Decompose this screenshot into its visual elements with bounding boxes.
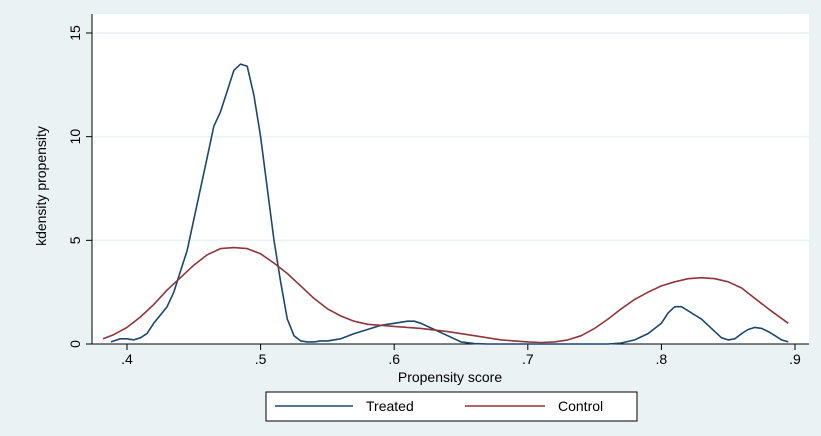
- x-tick-label: .8: [656, 351, 668, 367]
- y-tick-label: 15: [67, 25, 83, 41]
- y-axis-ticks: 0 5 10 15: [67, 25, 92, 348]
- legend-label-treated: Treated: [366, 398, 414, 414]
- series-line-control: [102, 246, 789, 344]
- series-lines: [102, 63, 789, 345]
- x-tick-label: .9: [789, 351, 801, 367]
- x-tick-label: .5: [255, 351, 267, 367]
- y-tick-label: 10: [67, 129, 83, 145]
- x-tick-label: .7: [522, 351, 534, 367]
- x-tick-label: .6: [388, 351, 400, 367]
- y-tick-label: 5: [67, 236, 83, 244]
- x-axis-title: Propensity score: [398, 369, 502, 385]
- legend: Treated Control: [265, 391, 638, 422]
- y-axis-title: kdensity propensity: [33, 126, 49, 246]
- plot-area: [92, 14, 809, 344]
- legend-label-control: Control: [558, 398, 603, 414]
- y-tick-label: 0: [67, 340, 83, 348]
- x-tick-label: .4: [121, 351, 133, 367]
- x-axis-ticks: .4 .5 .6 .7 .8 .9: [121, 344, 801, 367]
